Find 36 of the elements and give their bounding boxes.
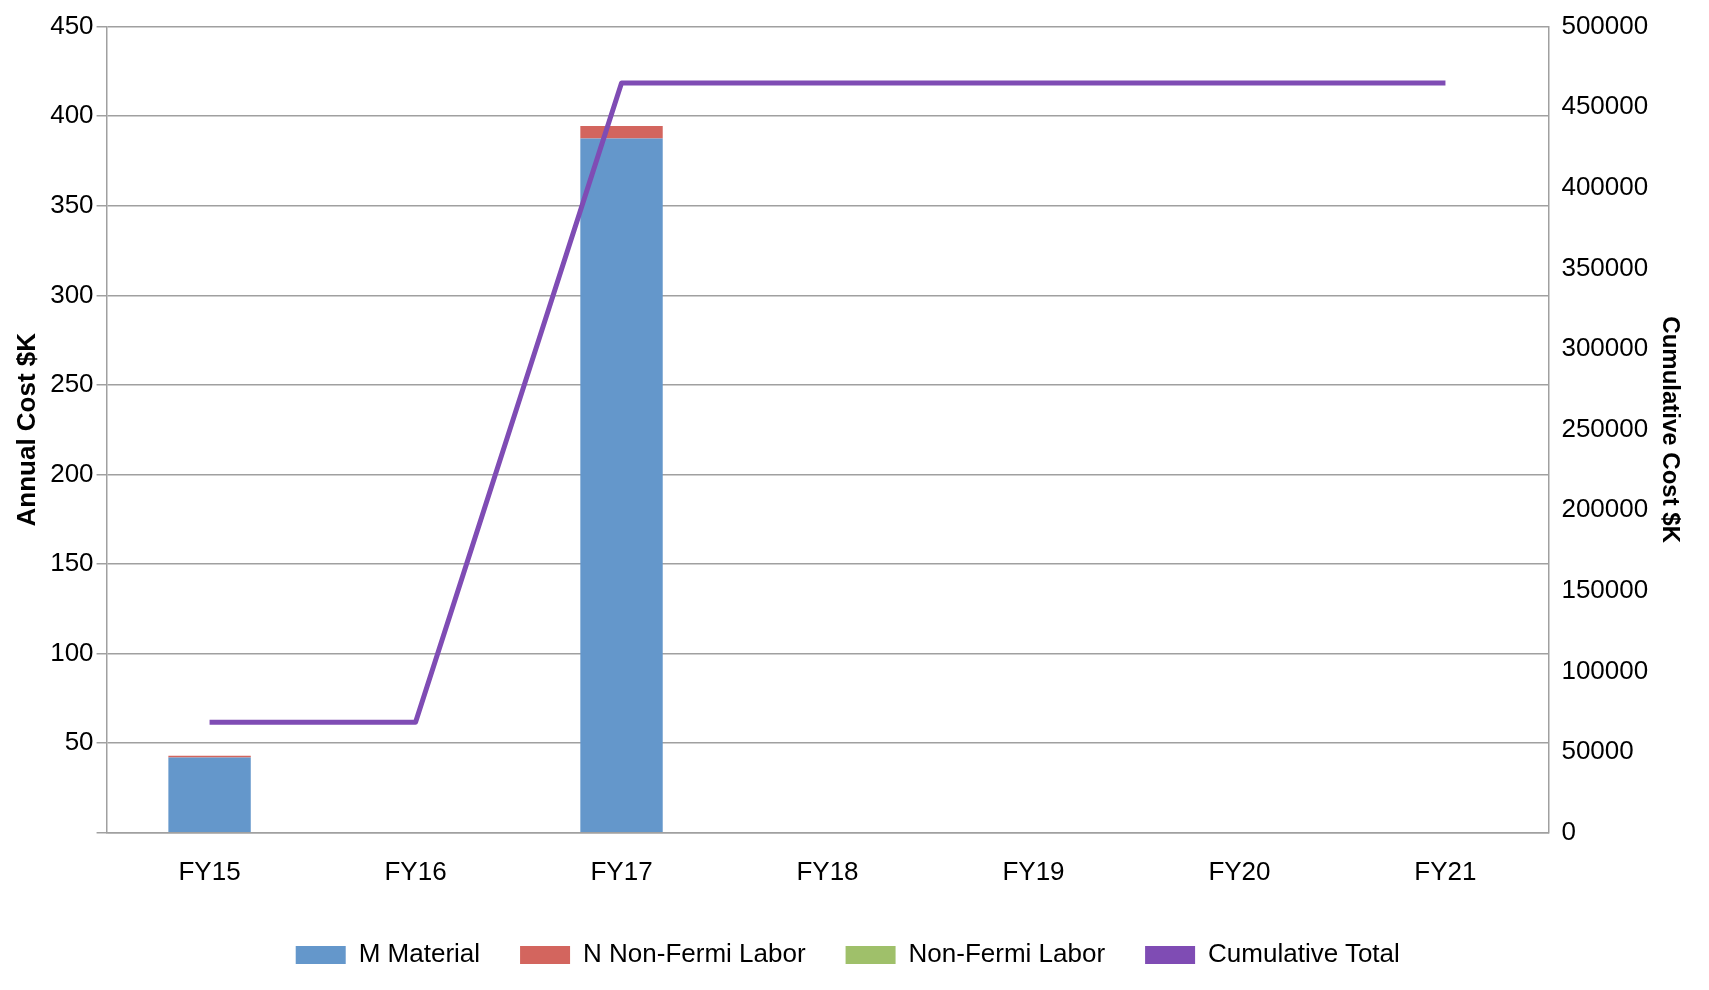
y2-tick-label: 250000 xyxy=(1561,412,1649,443)
y-tick-label: 200 xyxy=(50,457,94,488)
y-tick-label: 400 xyxy=(50,99,94,130)
y2-tick-label: 500000 xyxy=(1561,9,1649,40)
legend-label: Non-Fermi Labor xyxy=(908,938,1106,969)
bar xyxy=(580,138,663,833)
y2-tick-label: 450000 xyxy=(1561,90,1649,121)
y2-tick-label: 300000 xyxy=(1561,332,1649,363)
y2-tick-label: 50000 xyxy=(1561,735,1634,766)
y2-tick-label: 350000 xyxy=(1561,251,1649,282)
y2-tick-label: 100000 xyxy=(1561,654,1649,685)
x-tick-label: FY15 xyxy=(178,855,241,886)
x-tick-label: FY18 xyxy=(796,855,859,886)
legend-label: Cumulative Total xyxy=(1208,938,1400,969)
y2-tick-label: 150000 xyxy=(1561,574,1649,605)
y-tick-label: 150 xyxy=(50,547,94,578)
y2-tick-label: 400000 xyxy=(1561,171,1649,202)
y-axis-title: Annual Cost $K xyxy=(10,332,41,527)
x-tick-label: FY19 xyxy=(1002,855,1065,886)
y-tick-label: 300 xyxy=(50,278,94,309)
legend-label: N Non-Fermi Labor xyxy=(583,938,806,969)
x-tick-label: FY17 xyxy=(590,855,653,886)
bar xyxy=(580,126,663,139)
y-tick-label: 450 xyxy=(50,9,94,40)
y-tick-label: 250 xyxy=(50,368,94,399)
y2-tick-label: 200000 xyxy=(1561,493,1649,524)
y-tick-label: 50 xyxy=(64,726,94,757)
y-tick-label: 100 xyxy=(50,636,94,667)
y2-axis-title: Cumulative Cost $K xyxy=(1657,316,1685,544)
bar xyxy=(168,757,251,833)
y2-tick-label: 0 xyxy=(1561,815,1576,846)
legend-label: M Material xyxy=(358,938,481,969)
x-tick-label: FY20 xyxy=(1208,855,1271,886)
x-tick-label: FY16 xyxy=(384,855,447,886)
x-tick-label: FY21 xyxy=(1414,855,1477,886)
y-tick-label: 350 xyxy=(50,188,94,219)
